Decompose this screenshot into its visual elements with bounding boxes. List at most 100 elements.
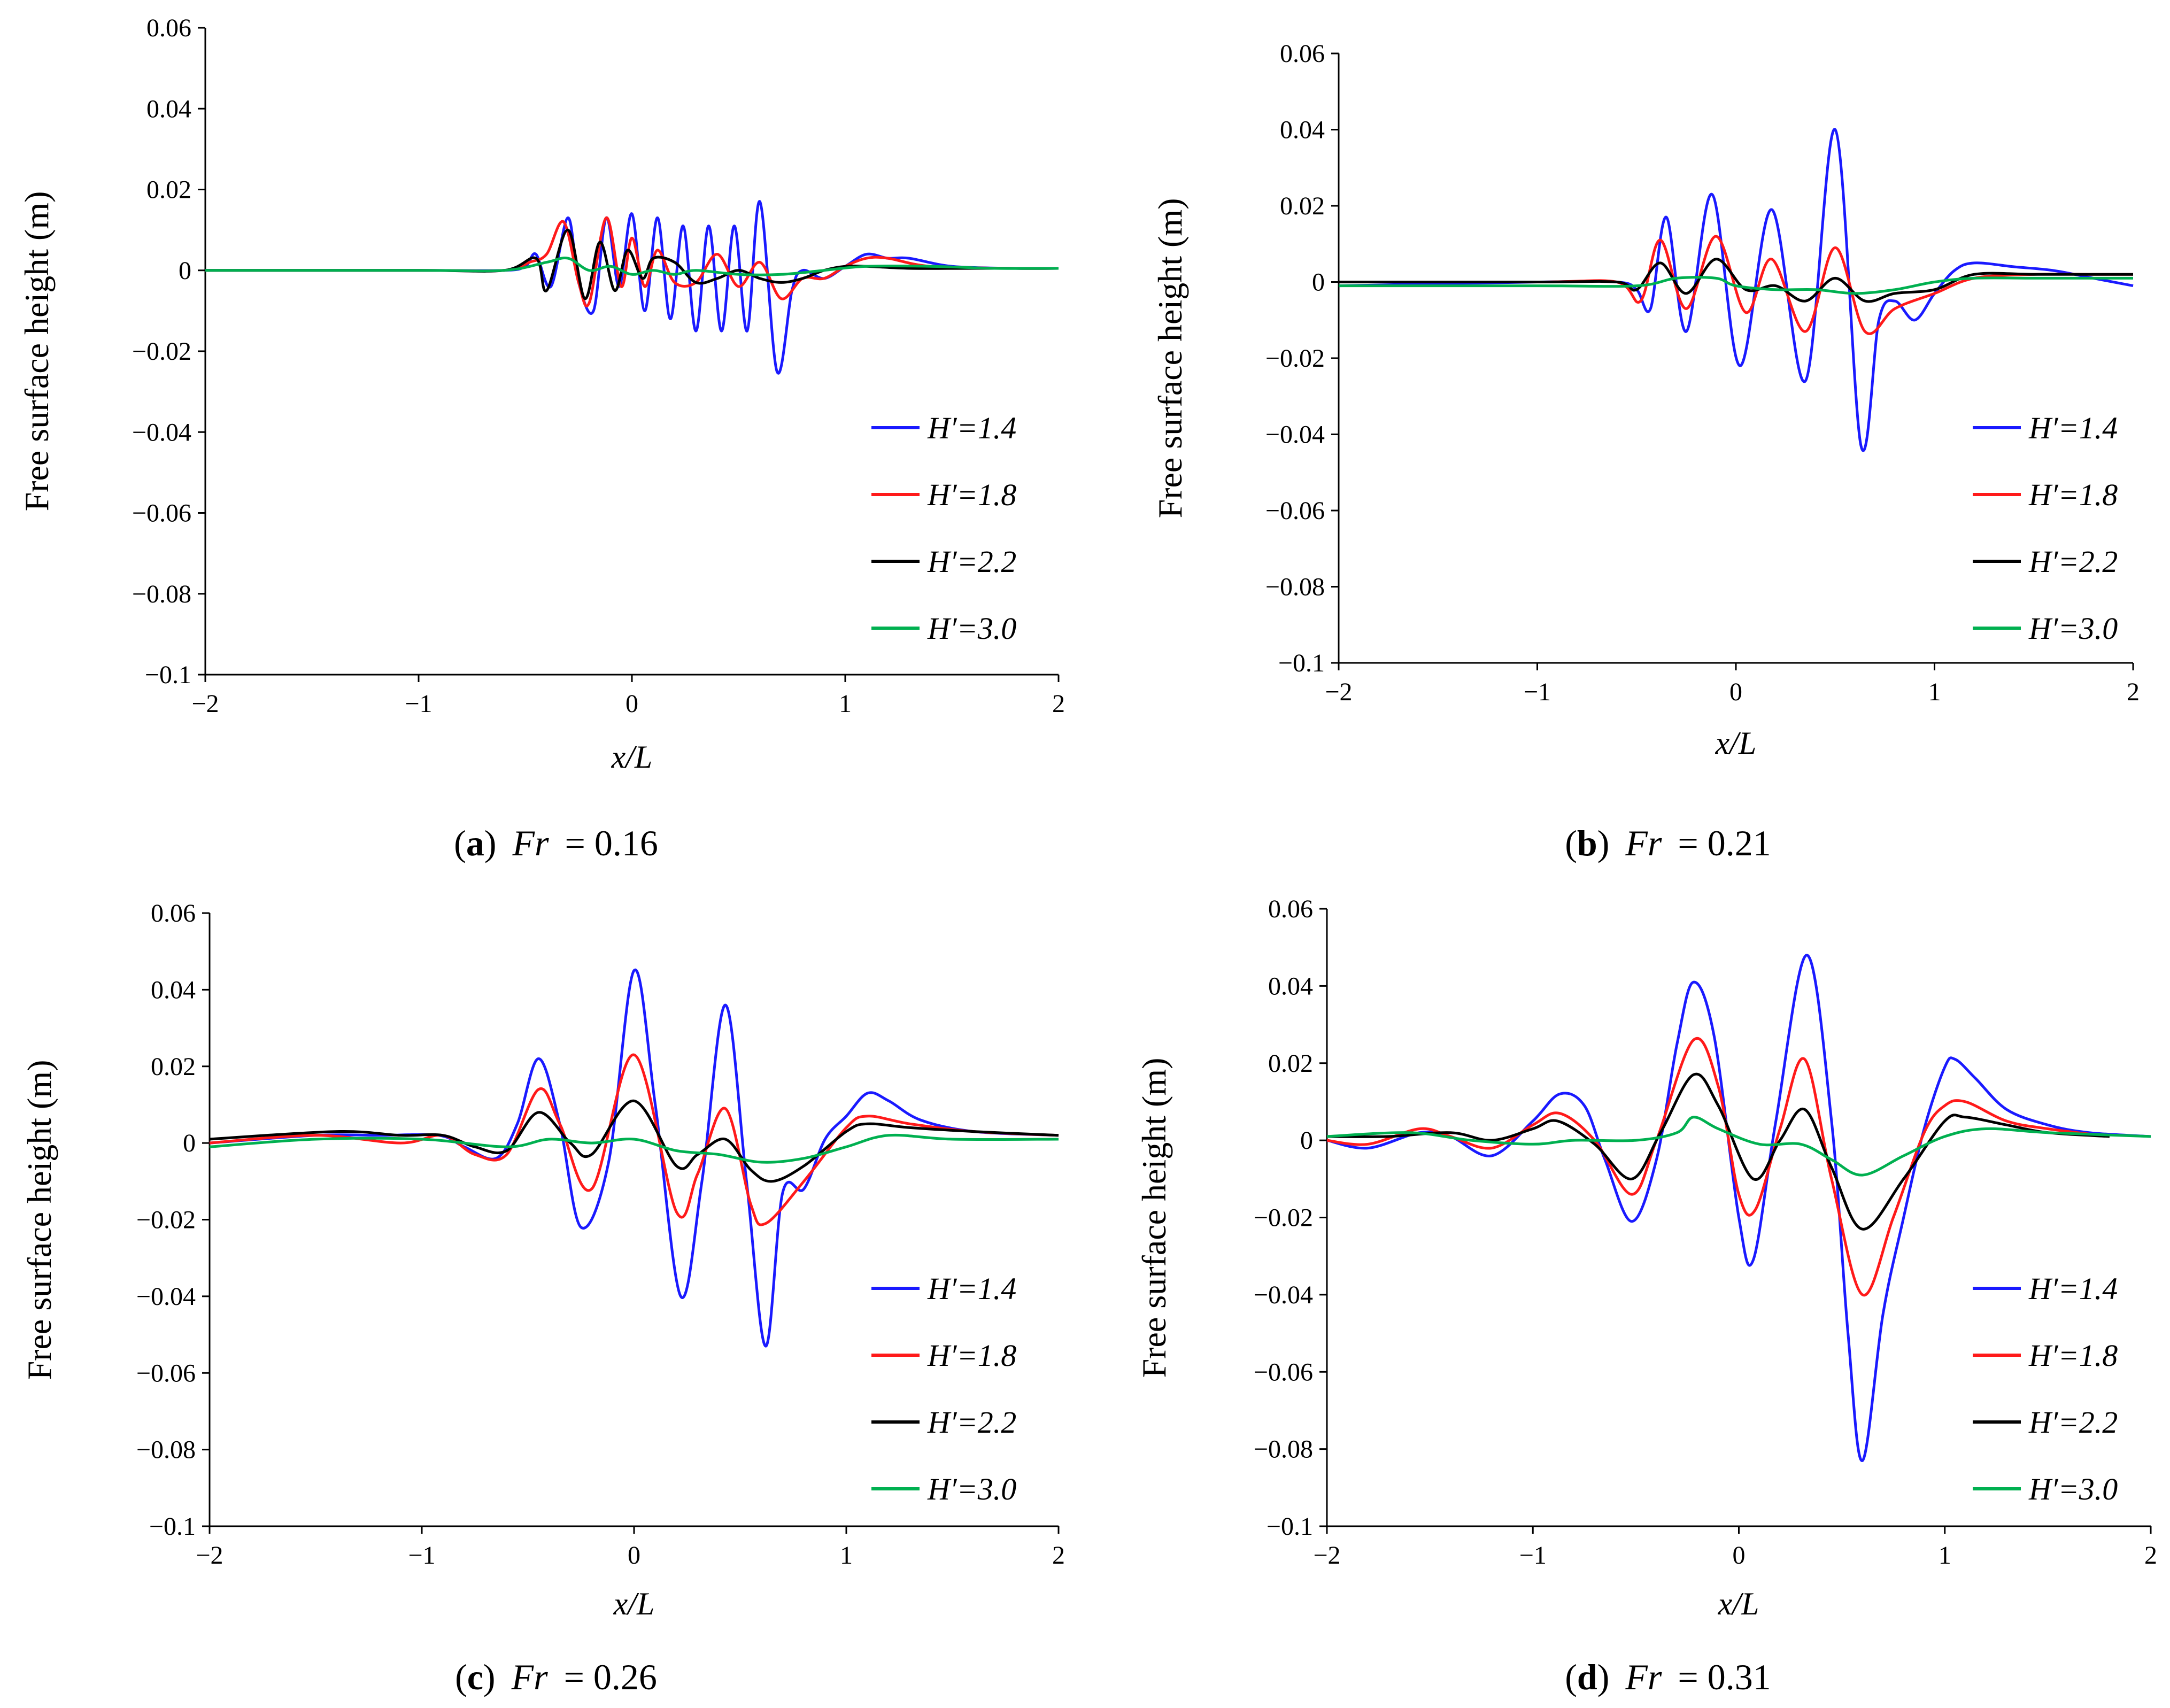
- y-tick-label: −0.04: [132, 418, 191, 446]
- y-axis-label: Free surface height (m): [18, 191, 56, 512]
- panel-caption: (c) Fr = 0.26: [455, 1657, 657, 1697]
- series-line: [1326, 954, 2151, 1462]
- legend-label: H′=1.4: [927, 1271, 1016, 1306]
- x-tick-label: 2: [2144, 1541, 2157, 1570]
- legend-label: H′=3.0: [927, 1472, 1016, 1506]
- legend-label: H′=3.0: [927, 611, 1016, 646]
- x-tick-label: 0: [1733, 1541, 1746, 1570]
- series-line: [205, 200, 1059, 375]
- y-tick-label: −0.06: [1254, 1358, 1313, 1386]
- y-tick-label: −0.04: [136, 1282, 196, 1311]
- panel-caption: (b) Fr = 0.21: [1565, 823, 1771, 863]
- series-line: [1326, 1116, 2151, 1177]
- x-axis-label: x/L: [611, 739, 653, 775]
- legend-label: H′=1.8: [927, 477, 1016, 512]
- series-line: [1326, 1072, 2110, 1231]
- y-tick-label: 0.04: [151, 976, 196, 1004]
- legend-label: H′=1.8: [927, 1338, 1016, 1373]
- y-tick-label: 0.04: [1280, 116, 1325, 144]
- x-tick-label: 0: [628, 1541, 640, 1570]
- x-tick-label: 2: [1052, 690, 1065, 718]
- y-tick-label: 0.02: [1268, 1049, 1313, 1078]
- y-tick-label: 0: [1300, 1126, 1313, 1155]
- legend-label: H′=1.8: [2028, 477, 2118, 512]
- legend-label: H′=2.2: [927, 1405, 1016, 1440]
- legend-label: H′=2.2: [2028, 1405, 2118, 1440]
- series-line: [209, 968, 1059, 1348]
- panel-a: Free surface height (m) x/L (a) Fr = 0.16 …: [18, 14, 1065, 863]
- legend-label: H′=3.0: [2028, 1472, 2118, 1506]
- x-tick-label: −2: [191, 690, 219, 718]
- y-tick-label: −0.1: [145, 661, 191, 689]
- y-tick-label: 0.06: [1268, 895, 1313, 923]
- panel-d: Free surface height (m) x/L (d) Fr = 0.31 …: [1135, 895, 2157, 1697]
- legend-label: H′=1.4: [2028, 411, 2118, 445]
- series-line: [1338, 128, 2134, 452]
- series-line: [1338, 258, 2133, 303]
- y-tick-label: −0.1: [149, 1512, 196, 1541]
- x-tick-label: −1: [408, 1541, 435, 1570]
- y-tick-label: −0.06: [136, 1359, 196, 1387]
- series-line: [205, 257, 1059, 276]
- x-tick-label: −2: [1325, 678, 1352, 706]
- y-tick-label: −0.02: [1254, 1204, 1313, 1232]
- y-tick-label: −0.08: [136, 1436, 196, 1464]
- y-tick-label: −0.04: [1265, 421, 1325, 449]
- x-tick-label: 0: [625, 690, 638, 718]
- x-tick-label: 0: [1729, 678, 1742, 706]
- y-tick-label: 0: [1312, 268, 1325, 297]
- y-tick-label: −0.06: [1265, 497, 1325, 525]
- y-tick-label: 0.02: [1280, 192, 1325, 220]
- y-axis-label: Free surface height (m): [1151, 198, 1189, 519]
- legend-label: H′=1.8: [2028, 1338, 2118, 1373]
- y-tick-label: 0: [183, 1129, 196, 1157]
- x-tick-label: 2: [2127, 678, 2140, 706]
- series-line: [1326, 1037, 2110, 1297]
- series-line: [209, 1099, 1059, 1183]
- legend-label: H′=1.4: [2028, 1271, 2118, 1306]
- legend-label: H′=1.4: [927, 411, 1016, 445]
- y-tick-label: −0.08: [132, 580, 191, 608]
- y-tick-label: 0.06: [151, 899, 196, 928]
- x-axis-label: x/L: [613, 1586, 655, 1621]
- y-tick-label: −0.1: [1278, 649, 1325, 677]
- series-line: [209, 1133, 1059, 1164]
- series-line: [1339, 276, 2133, 295]
- panel-caption: (a) Fr = 0.16: [454, 823, 658, 863]
- x-tick-label: 2: [1052, 1541, 1065, 1570]
- y-tick-label: 0.06: [1280, 40, 1325, 68]
- legend-label: H′=2.2: [2028, 544, 2118, 579]
- y-tick-label: 0: [179, 257, 191, 285]
- y-tick-label: −0.1: [1267, 1512, 1313, 1541]
- y-tick-label: −0.02: [1265, 344, 1325, 373]
- y-tick-label: −0.02: [136, 1206, 196, 1234]
- y-axis-label: Free surface height (m): [1135, 1058, 1173, 1378]
- y-tick-label: 0.02: [146, 176, 191, 204]
- y-tick-label: 0.04: [1268, 972, 1313, 1000]
- x-axis-label: x/L: [1718, 1586, 1759, 1621]
- series-line: [205, 216, 1059, 307]
- x-tick-label: −1: [1519, 1541, 1547, 1570]
- x-tick-label: −1: [405, 690, 432, 718]
- panel-b: Free surface height (m) x/L (b) Fr = 0.21 …: [1151, 40, 2140, 863]
- y-tick-label: −0.02: [132, 337, 191, 366]
- y-tick-label: 0.06: [146, 14, 191, 42]
- y-axis-label: Free surface height (m): [20, 1060, 58, 1380]
- x-tick-label: 1: [1928, 678, 1941, 706]
- x-axis-label: x/L: [1715, 725, 1757, 761]
- panel-c: Free surface height (m) x/L (c) Fr = 0.26 …: [20, 899, 1065, 1697]
- y-tick-label: −0.08: [1254, 1435, 1313, 1464]
- x-tick-label: 1: [839, 690, 852, 718]
- series-line: [205, 228, 1059, 300]
- x-tick-label: −2: [1313, 1541, 1340, 1570]
- panel-caption: (d) Fr = 0.31: [1565, 1657, 1771, 1697]
- x-tick-label: 1: [1939, 1541, 1951, 1570]
- x-tick-label: −1: [1524, 678, 1551, 706]
- y-tick-label: −0.08: [1265, 573, 1325, 601]
- x-tick-label: 1: [840, 1541, 853, 1570]
- y-tick-label: 0.04: [146, 95, 191, 123]
- y-tick-label: 0.02: [151, 1053, 196, 1081]
- y-tick-label: −0.06: [132, 499, 191, 528]
- y-tick-label: −0.04: [1254, 1281, 1313, 1309]
